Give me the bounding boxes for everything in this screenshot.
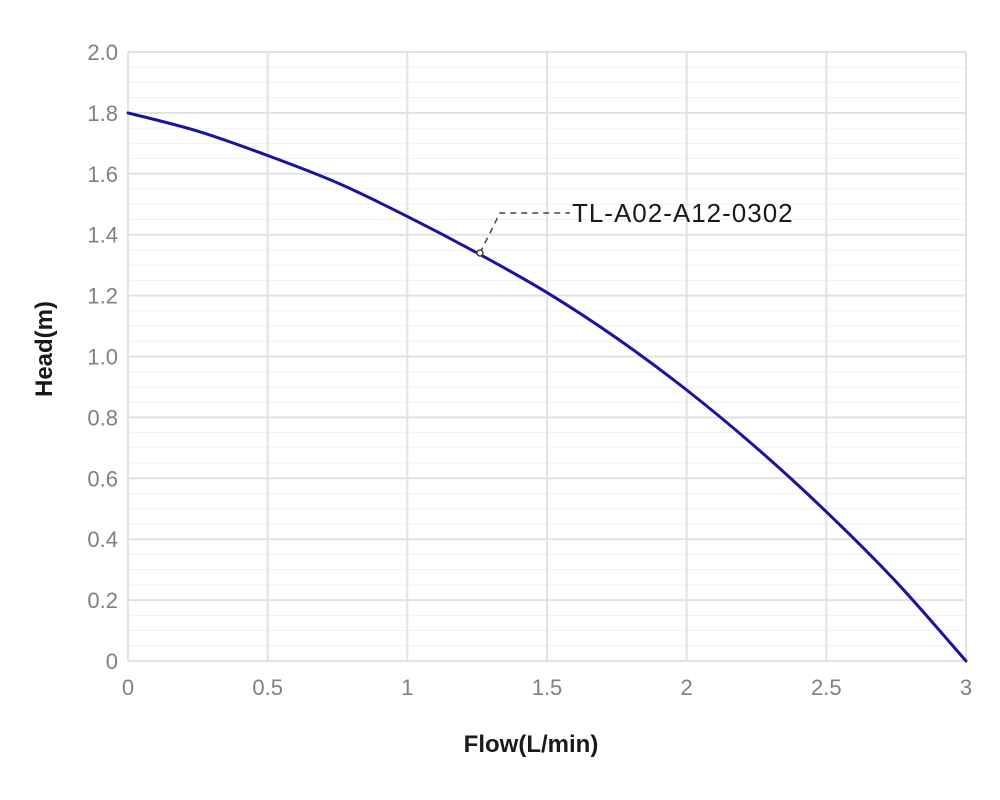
major-grid — [127, 51, 967, 662]
y-tick-label: 0.4 — [87, 527, 118, 552]
y-tick-label: 1.8 — [87, 101, 118, 126]
y-tick-labels: 0 0.2 0.4 0.6 0.8 1.0 1.2 1.4 1.6 1.8 2.0 — [87, 40, 118, 674]
x-tick-label: 2.5 — [811, 675, 842, 700]
x-axis-title: Flow(L/min) — [464, 731, 599, 758]
y-axis-title: Head(m) — [31, 301, 58, 397]
y-tick-label: 0.6 — [87, 466, 118, 491]
annotation-leader-line — [479, 212, 570, 254]
y-tick-label: 1.2 — [87, 284, 118, 309]
y-tick-label: 1.0 — [87, 345, 118, 370]
x-tick-label: 0.5 — [252, 675, 283, 700]
annotation-label: TL-A02-A12-0302 — [572, 198, 794, 228]
series-line — [126, 111, 968, 663]
series-layer — [126, 111, 968, 663]
annotation-layer: TL-A02-A12-0302 — [476, 198, 794, 257]
y-tick-label: 0.2 — [87, 588, 118, 613]
x-tick-label: 3 — [960, 675, 972, 700]
y-tick-label: 2.0 — [87, 40, 118, 65]
x-tick-label: 1.5 — [532, 675, 563, 700]
x-tick-label: 2 — [681, 675, 693, 700]
y-tick-label: 1.6 — [87, 162, 118, 187]
x-tick-label: 0 — [122, 675, 134, 700]
x-tick-label: 1 — [401, 675, 413, 700]
x-tick-labels: 0 0.5 1 1.5 2 2.5 3 — [122, 675, 972, 700]
y-tick-label: 0 — [106, 649, 118, 674]
y-tick-label: 0.8 — [87, 405, 118, 430]
annotation-marker — [476, 249, 484, 257]
y-tick-label: 1.4 — [87, 223, 118, 248]
